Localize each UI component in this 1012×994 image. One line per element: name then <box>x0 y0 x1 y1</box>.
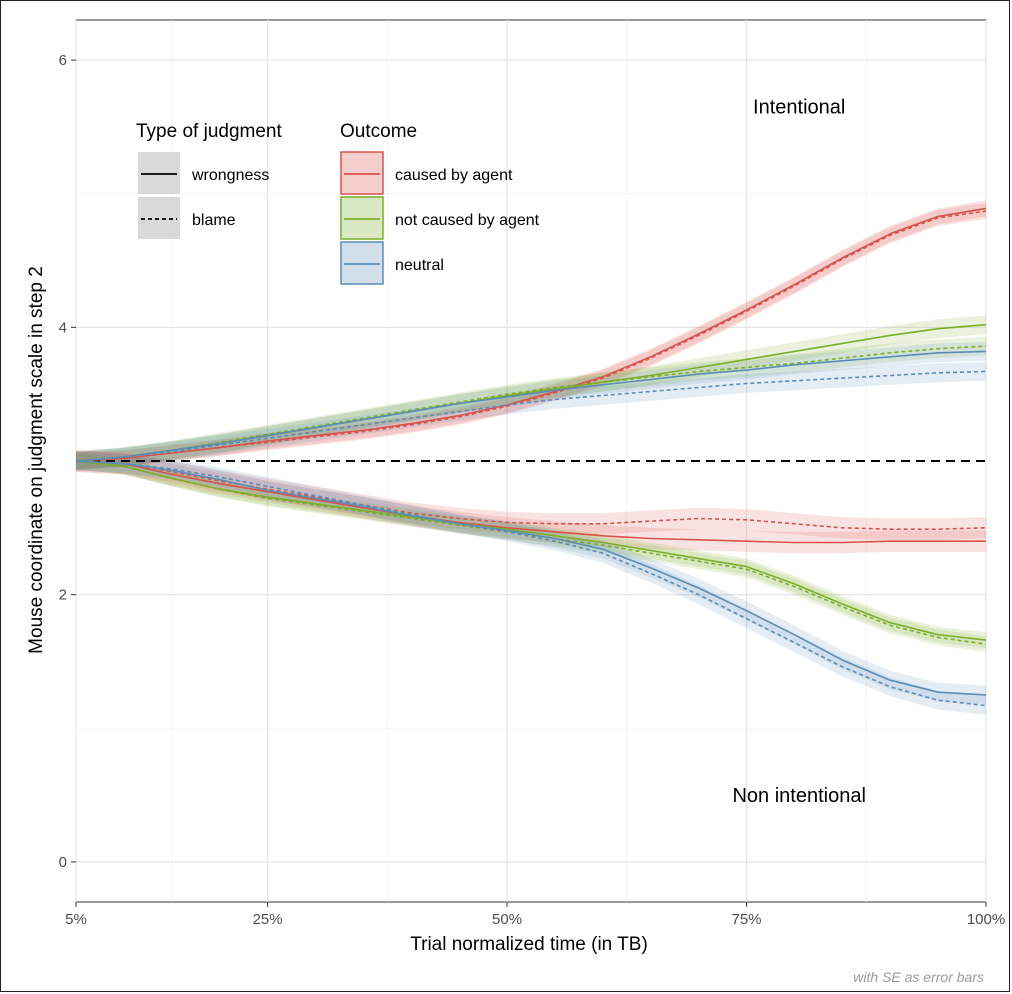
legend-judgment-title: Type of judgment <box>136 121 282 142</box>
y-axis-title: Mouse coordinate on judgment scale in st… <box>26 266 47 654</box>
x-tick-label: 5% <box>65 911 87 928</box>
series-line-non-intentional-caused-by-agent-wrongness <box>75 460 986 544</box>
series-line-non-intentional-caused-by-agent-blame <box>75 460 987 531</box>
series-line-intentional-neutral-blame <box>75 370 987 462</box>
y-tick-label: 6 <box>59 52 67 69</box>
se-band-intentional-neutral-blame <box>76 362 986 471</box>
legend-label-neutral: neutral <box>395 257 444 274</box>
x-tick-label: 75% <box>732 911 762 928</box>
series-line-non-intentional-not-caused-by-agent-blame <box>75 460 987 645</box>
se-band-intentional-caused-by-agent-blame <box>76 203 986 469</box>
x-tick-label: 25% <box>253 911 283 928</box>
legend-outcome: Outcome caused by agent not caused by ag… <box>340 121 540 285</box>
series-lines <box>75 207 987 707</box>
legend-label-caused-by-agent: caused by agent <box>395 167 513 184</box>
legend-outcome-title: Outcome <box>340 121 417 142</box>
se-band-non-intentional-caused-by-agent-blame <box>76 450 986 540</box>
se-band-intentional-neutral-wrongness <box>76 342 986 471</box>
series-line-intentional-caused-by-agent-wrongness <box>75 207 987 462</box>
grid <box>75 20 987 902</box>
y-tick-label: 4 <box>59 319 67 336</box>
series-line-intentional-neutral-wrongness <box>75 350 987 462</box>
axis-ticks: 5% 25% 50% 75% 100% 0 2 4 6 <box>59 52 1006 928</box>
series-line-intentional-caused-by-agent-blame <box>75 210 987 462</box>
legend-key-neutral <box>340 241 384 285</box>
caption: with SE as error bars <box>853 969 984 985</box>
x-tick-label: 50% <box>492 911 522 928</box>
legend-key-blame <box>138 197 180 239</box>
annotation-intentional: Intentional <box>753 97 845 119</box>
annotation-non-intentional: Non intentional <box>732 785 865 807</box>
legend-judgment: Type of judgment wrongness blame <box>136 121 282 239</box>
series-line-non-intentional-neutral-wrongness <box>75 460 987 696</box>
legend-key-caused-by-agent <box>340 151 384 195</box>
legend-label-wrongness: wrongness <box>191 167 269 184</box>
series-line-intentional-not-caused-by-agent-blame <box>75 345 987 462</box>
legend-key-wrongness <box>138 152 180 194</box>
series-line-non-intentional-neutral-blame <box>75 460 987 707</box>
legend-label-blame: blame <box>192 212 236 229</box>
x-tick-label: 100% <box>967 911 1005 928</box>
se-band-intentional-caused-by-agent-wrongness <box>76 200 986 469</box>
x-axis-title: Trial normalized time (in TB) <box>410 934 648 955</box>
y-tick-label: 0 <box>59 854 67 871</box>
legend-key-not-caused-by-agent <box>340 196 384 240</box>
y-tick-label: 2 <box>59 587 67 604</box>
legend-label-not-caused-by-agent: not caused by agent <box>395 212 540 229</box>
